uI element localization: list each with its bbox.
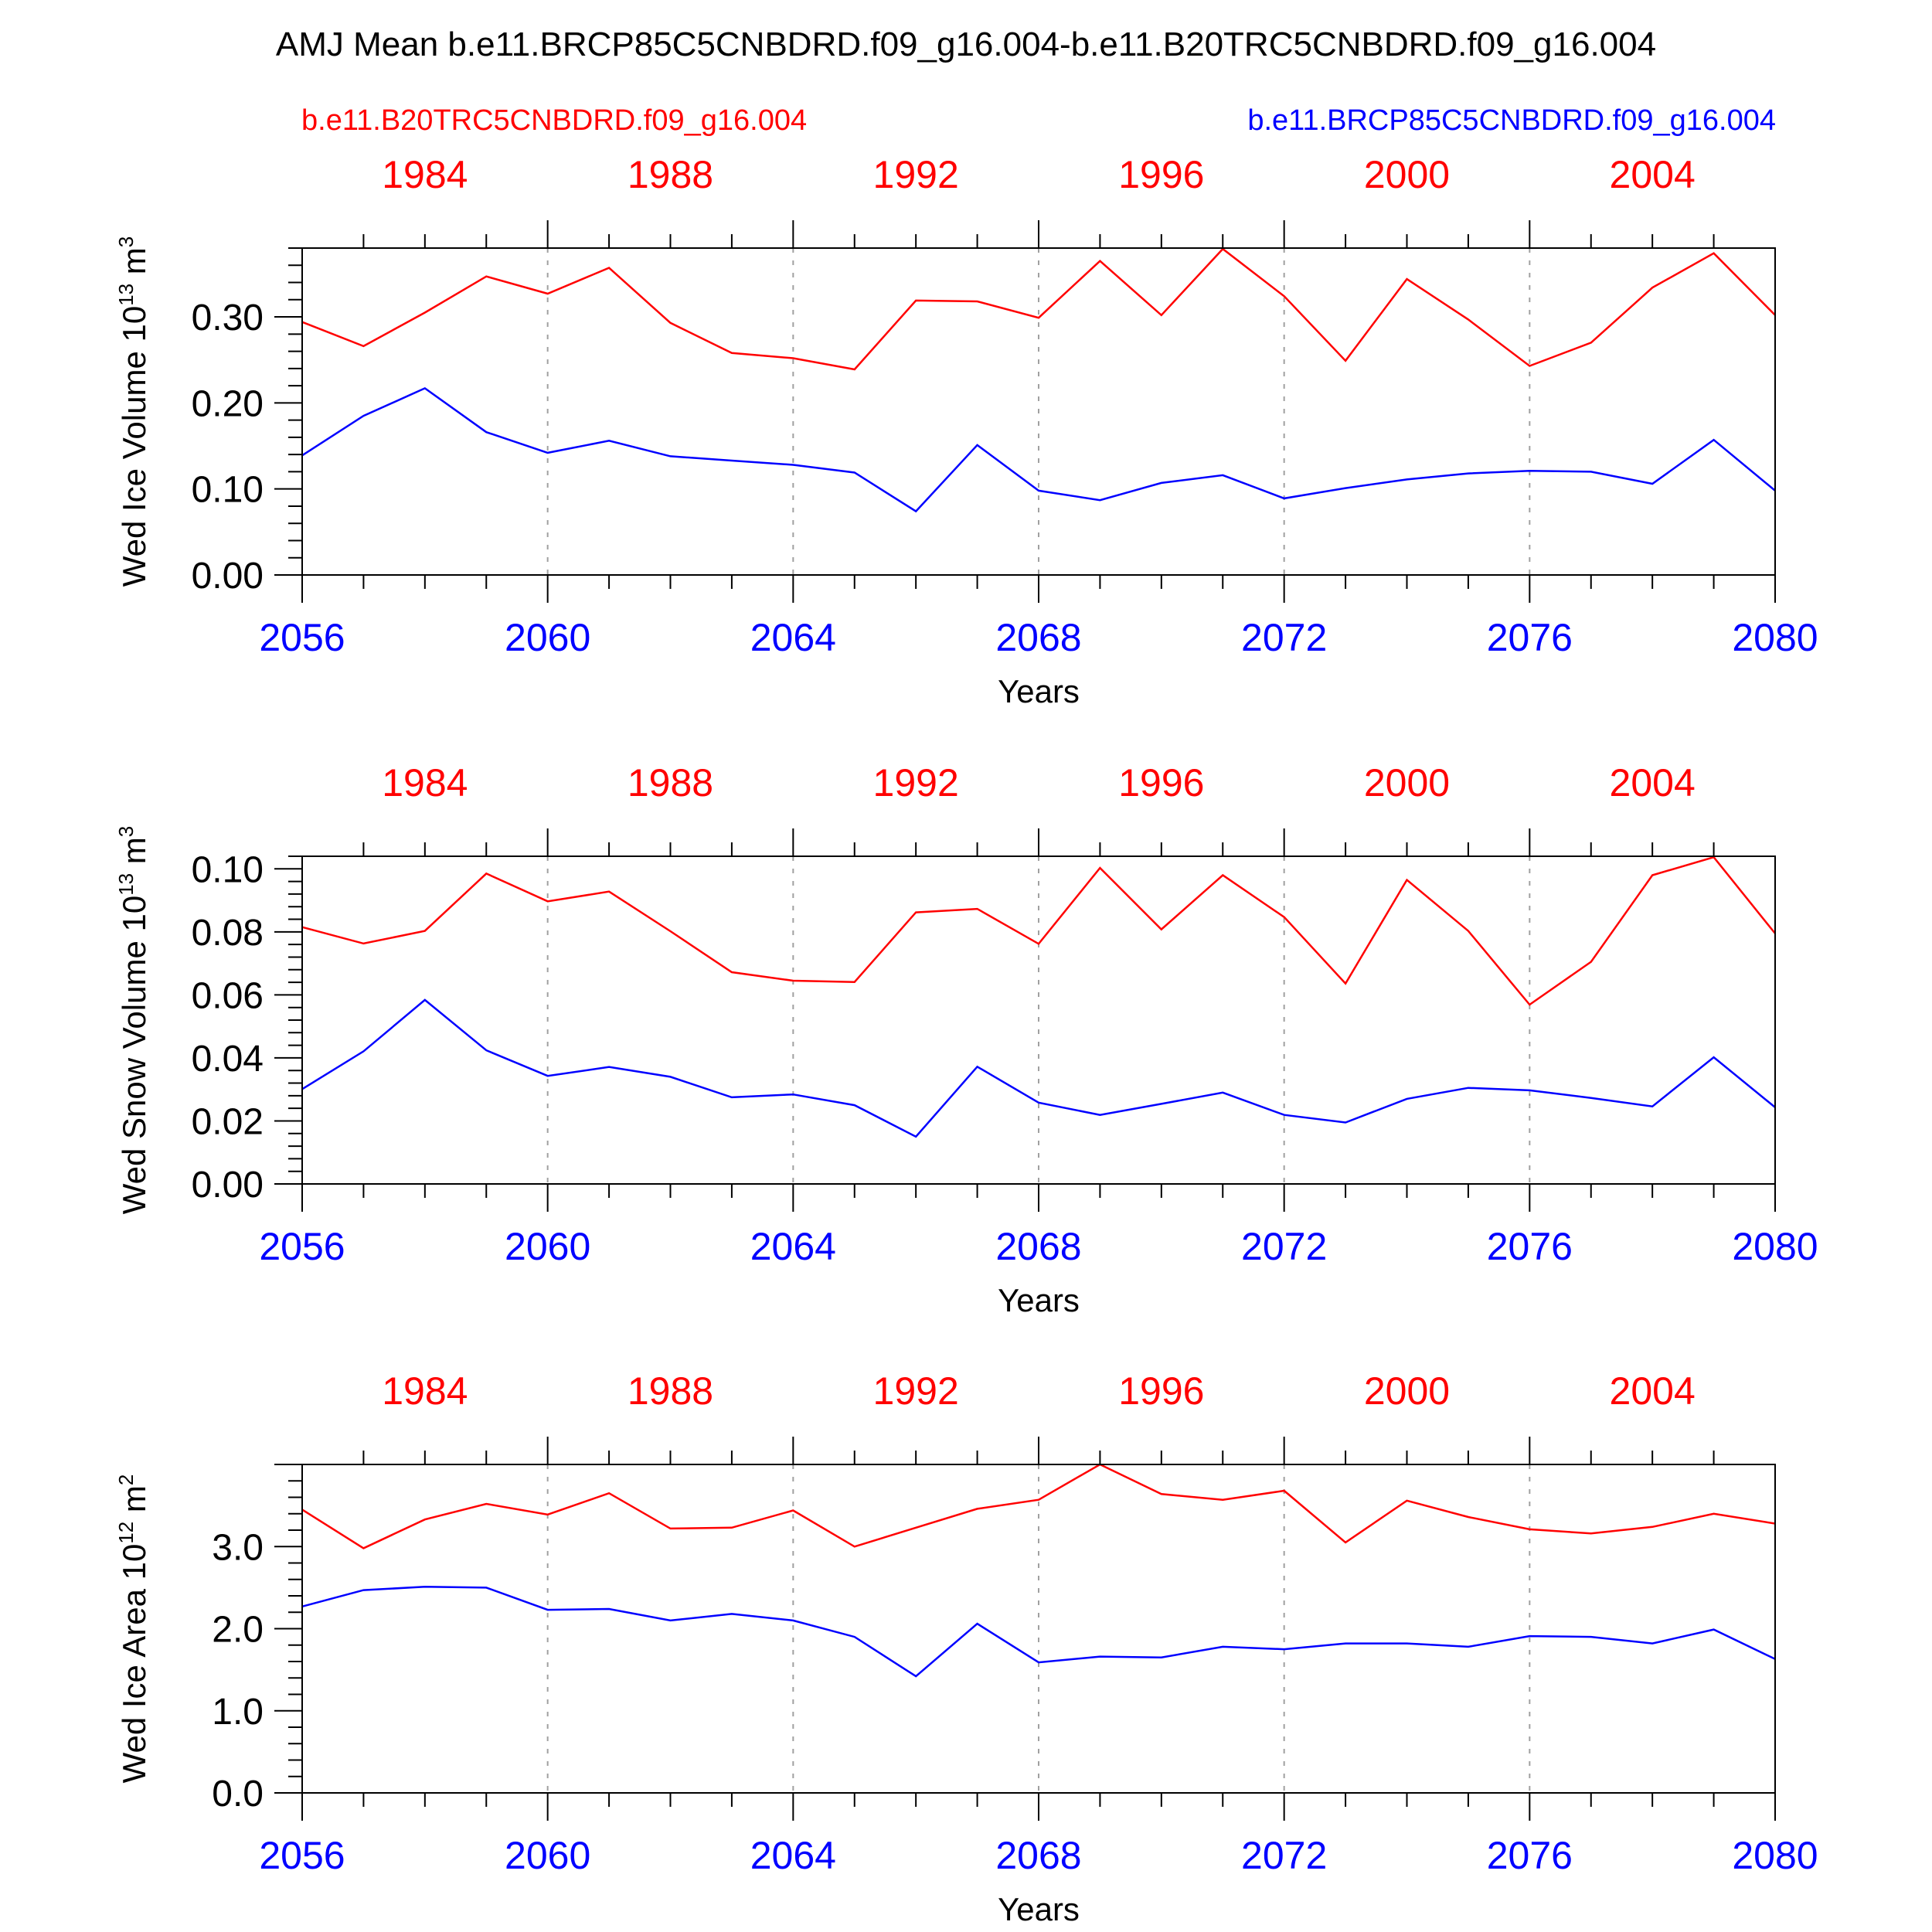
x-tick-label: 2064: [750, 1225, 836, 1268]
top-tick-label: 2000: [1364, 153, 1450, 196]
y-tick-label: 0.06: [192, 975, 264, 1016]
x-tick-label: 2072: [1241, 1834, 1327, 1877]
y-axis-label: Wed Ice Volume 1013 m3: [114, 236, 152, 587]
x-tick-label: 2072: [1241, 616, 1327, 659]
chart-panels: 2056 2060 2064 2068 2072 2076 2080 1984 1988 1992…: [114, 153, 1818, 1927]
top-tick-label: 2000: [1364, 761, 1450, 804]
series-line-red: [301, 1463, 1776, 1549]
y-tick-label: 0.00: [192, 1165, 264, 1206]
y-axis-label-unit-exponent: 2: [114, 1475, 138, 1485]
y-axis-label-exponent: 13: [114, 284, 138, 306]
chart-panel-3: 2056 2060 2064 2068 2072 2076 2080 1984 1988 1992…: [114, 1369, 1818, 1927]
x-tick-label: 2076: [1487, 1225, 1573, 1268]
series-line-blue: [301, 998, 1776, 1138]
x-tick-label: 2060: [505, 1225, 590, 1268]
top-tick-label: 2004: [1610, 153, 1696, 196]
legend-left-label: b.e11.B20TRC5CNBDRD.f09_g16.004: [301, 104, 807, 137]
y-tick-label: 0.08: [192, 913, 264, 954]
y-axis-label-exponent: 13: [114, 873, 138, 896]
top-tick-label: 1988: [628, 153, 713, 196]
y-tick-label: 2.0: [212, 1610, 264, 1651]
y-axis-label-exponent: 12: [114, 1522, 138, 1544]
top-tick-label: 1992: [873, 1369, 959, 1413]
top-tick-label: 1996: [1118, 761, 1204, 804]
series-line-red: [301, 247, 1776, 371]
top-tick-label: 1996: [1118, 153, 1204, 196]
y-axis-label-unit: m: [116, 1485, 152, 1522]
x-tick-label: 2076: [1487, 616, 1573, 659]
chart-title: AMJ Mean b.e11.BRCP85C5CNBDRD.f09_g16.00…: [276, 26, 1656, 63]
x-tick-label: 2072: [1241, 1225, 1327, 1268]
legend-right-label: b.e11.BRCP85C5CNBDRD.f09_g16.004: [1247, 104, 1776, 137]
x-tick-label: 2064: [750, 616, 836, 659]
chart-panel-2: 2056 2060 2064 2068 2072 2076 2080 1984 1988 1992…: [114, 761, 1818, 1318]
x-tick-label: 2080: [1732, 616, 1818, 659]
y-tick-label: 0.00: [192, 556, 264, 597]
x-tick-label: 2056: [259, 1225, 345, 1268]
top-tick-label: 1984: [382, 761, 468, 804]
x-tick-label: 2068: [995, 1834, 1081, 1877]
x-axis-label: Years: [998, 673, 1080, 709]
x-axis-label: Years: [998, 1282, 1080, 1318]
y-axis-label-text: Wed Snow Volume 10: [116, 896, 152, 1214]
top-tick-label: 2000: [1364, 1369, 1450, 1413]
x-tick-label: 2076: [1487, 1834, 1573, 1877]
y-axis-label-unit-exponent: 3: [114, 236, 138, 247]
top-tick-label: 1988: [628, 1369, 713, 1413]
y-tick-label: 0.02: [192, 1101, 264, 1142]
y-tick-label: 0.10: [192, 470, 264, 511]
x-tick-label: 2056: [259, 1834, 345, 1877]
top-tick-label: 1984: [382, 153, 468, 196]
x-tick-label: 2068: [995, 1225, 1081, 1268]
series-line-blue: [301, 386, 1776, 513]
y-tick-label: 0.20: [192, 383, 264, 424]
x-tick-label: 2060: [505, 1834, 590, 1877]
chart-panel-1: 2056 2060 2064 2068 2072 2076 2080 1984 1988 1992…: [114, 153, 1818, 709]
x-tick-label: 2080: [1732, 1834, 1818, 1877]
top-tick-label: 2004: [1610, 761, 1696, 804]
y-axis-label: Wed Ice Area 1012 m2: [114, 1475, 152, 1784]
y-tick-label: 0.04: [192, 1039, 264, 1080]
y-tick-label: 0.10: [192, 849, 264, 890]
y-axis-label-text: Wed Ice Area 10: [116, 1544, 152, 1784]
series-line-blue: [301, 1586, 1776, 1678]
x-axis-label: Years: [998, 1891, 1080, 1927]
y-axis-label-unit: m: [116, 247, 152, 284]
y-axis-label-unit: m: [116, 837, 152, 873]
x-tick-label: 2060: [505, 616, 590, 659]
top-tick-label: 2004: [1610, 1369, 1696, 1413]
x-tick-label: 2068: [995, 616, 1081, 659]
y-axis-label: Wed Snow Volume 1013 m3: [114, 826, 152, 1215]
y-tick-label: 3.0: [212, 1527, 264, 1568]
top-tick-label: 1992: [873, 153, 959, 196]
top-tick-label: 1988: [628, 761, 713, 804]
x-tick-label: 2056: [259, 616, 345, 659]
top-tick-label: 1996: [1118, 1369, 1204, 1413]
y-tick-label: 0.30: [192, 298, 264, 338]
top-tick-label: 1992: [873, 761, 959, 804]
series-line-red: [301, 855, 1776, 1006]
top-tick-label: 1984: [382, 1369, 468, 1413]
y-tick-label: 1.0: [212, 1692, 264, 1733]
y-axis-label-text: Wed Ice Volume 10: [116, 306, 152, 587]
y-axis-label-unit-exponent: 3: [114, 826, 138, 837]
x-tick-label: 2064: [750, 1834, 836, 1877]
x-tick-label: 2080: [1732, 1225, 1818, 1268]
y-tick-label: 0.0: [212, 1774, 264, 1815]
